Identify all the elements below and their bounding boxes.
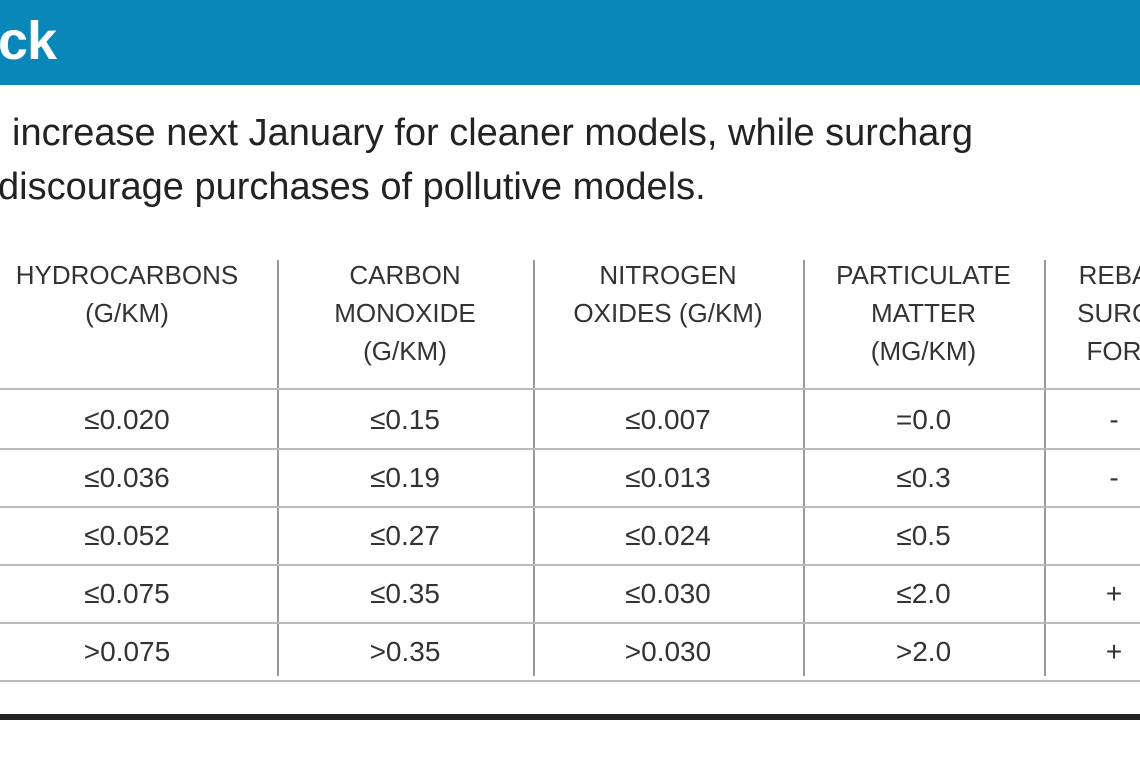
intro-line: increase next January for cleaner models…	[12, 112, 974, 154]
header-cell: (MG/KM)	[870, 336, 977, 366]
row-divider	[0, 564, 1140, 566]
table-cell: >0.075	[83, 636, 171, 667]
table-cell: ≤0.030	[625, 578, 711, 609]
table-cell: ≤0.036	[84, 462, 170, 493]
header-title: ck	[0, 11, 57, 71]
table-cell: -	[1109, 404, 1119, 435]
table-cell: ≤0.024	[625, 520, 711, 551]
row-divider	[0, 388, 1140, 390]
table-cell: =0.0	[895, 404, 952, 435]
header-cell: FOR	[1086, 336, 1140, 366]
table-cell: >2.0	[895, 636, 952, 667]
column-divider	[277, 260, 279, 676]
table-cell: ≤0.5	[896, 520, 951, 551]
header-bar: ck	[0, 0, 1140, 85]
header-cell: MONOXIDE	[334, 298, 476, 328]
header-cell: MATTER	[871, 298, 976, 328]
table-cell: ≤0.075	[84, 578, 170, 609]
row-divider	[0, 680, 1140, 682]
intro-line: discourage purchases of pollutive models…	[0, 166, 706, 208]
table-cell: ≤0.052	[84, 520, 170, 551]
table-cell: >0.35	[369, 636, 441, 667]
header-cell: OXIDES (G/KM)	[573, 298, 763, 328]
column-divider	[1044, 260, 1046, 676]
table-cell: ≤0.013	[625, 462, 711, 493]
header-cell: HYDROCARBONS	[15, 260, 239, 290]
table-cell: ≤0.3	[896, 462, 951, 493]
header-cell: (G/KM)	[85, 298, 169, 328]
column-divider	[803, 260, 805, 676]
header-cell: CARBON	[349, 260, 461, 290]
row-divider	[0, 506, 1140, 508]
column-divider	[533, 260, 535, 676]
header-cell: SURC	[1077, 298, 1140, 328]
table-cell: -	[1109, 462, 1119, 493]
table-cell: ≤0.15	[370, 404, 440, 435]
table-cell: >0.030	[624, 636, 712, 667]
table-cell: ≤0.27	[370, 520, 440, 551]
header-cell: PARTICULATE	[836, 260, 1011, 290]
table-cell: ≤0.19	[370, 462, 440, 493]
table-cell: +	[1105, 636, 1123, 667]
table-cell: ≤2.0	[896, 578, 951, 609]
table-cell: ≤0.020	[84, 404, 170, 435]
row-divider	[0, 448, 1140, 450]
table-cell: ≤0.35	[370, 578, 440, 609]
header-cell: REBA	[1078, 260, 1140, 290]
bottom-rule	[0, 714, 1140, 720]
row-divider	[0, 622, 1140, 624]
header-cell: NITROGEN	[599, 260, 737, 290]
table-cell: +	[1105, 578, 1123, 609]
table-cell: ≤0.007	[625, 404, 711, 435]
header-cell: (G/KM)	[363, 336, 447, 366]
